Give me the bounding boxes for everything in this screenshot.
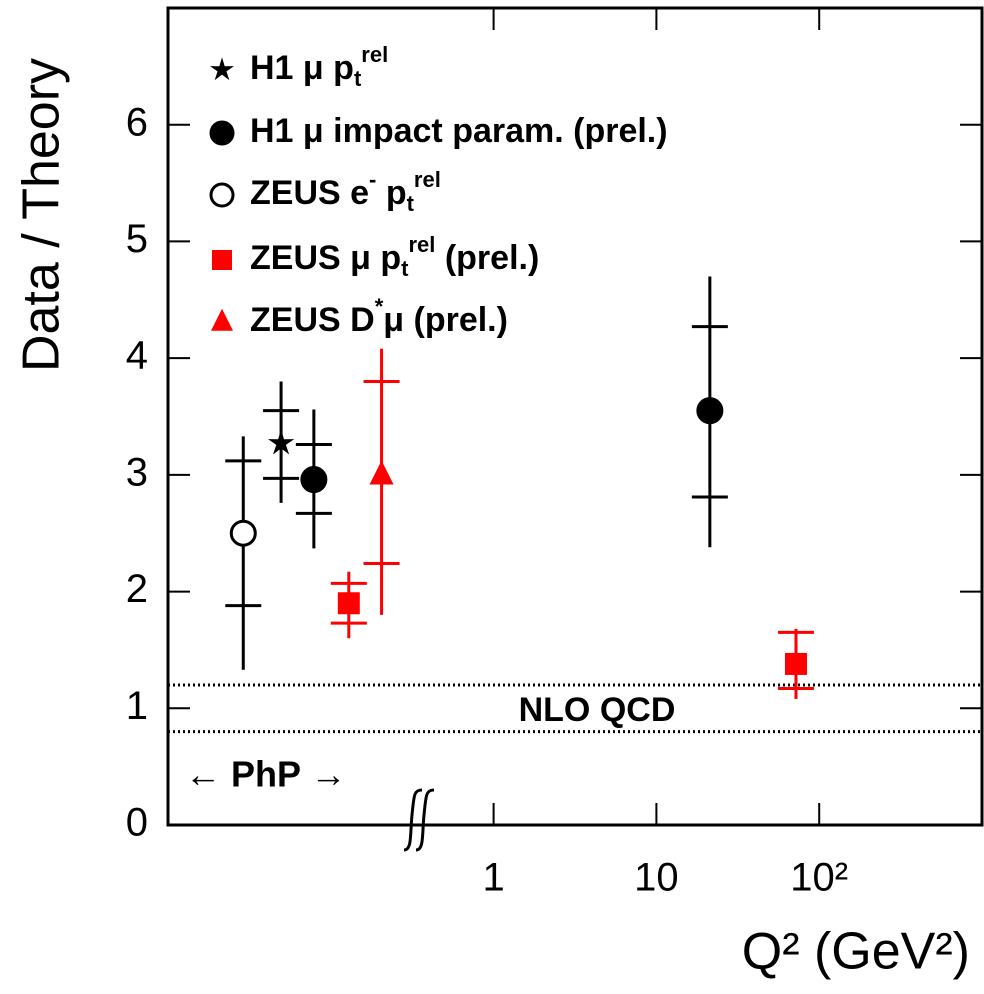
legend-label-part: ZEUS D bbox=[250, 301, 375, 339]
legend-label-part: ZEUS e bbox=[250, 174, 369, 212]
marker bbox=[369, 460, 394, 485]
legend-label-part: t bbox=[354, 66, 362, 91]
marker bbox=[212, 250, 232, 270]
legend-label-part: ZEUS μ p bbox=[250, 239, 401, 277]
y-axis-label: Data / Theory bbox=[13, 58, 71, 372]
marker bbox=[211, 308, 233, 331]
legend-label: H1 μ ptrel bbox=[250, 42, 388, 91]
legend-label-part: t bbox=[401, 256, 409, 281]
x-axis-label: Q² (GeV²) bbox=[742, 923, 970, 981]
marker bbox=[268, 429, 295, 455]
legend-label-part: H1 μ p bbox=[250, 49, 354, 87]
y-tick-label: 2 bbox=[126, 567, 148, 611]
y-tick-label: 4 bbox=[126, 334, 148, 378]
marker bbox=[784, 652, 807, 675]
y-tick-label: 3 bbox=[126, 450, 148, 494]
y-tick-label: 5 bbox=[126, 217, 148, 261]
x-tick-label: 1 bbox=[482, 856, 504, 900]
php-annotation: ← PhP → bbox=[185, 754, 346, 795]
marker bbox=[229, 519, 257, 547]
marker bbox=[300, 466, 328, 494]
legend-label: ZEUS μ ptrel (prel.) bbox=[250, 232, 539, 281]
legend-label-part: * bbox=[375, 294, 384, 319]
marker bbox=[209, 182, 235, 208]
plot-frame bbox=[166, 6, 984, 827]
y-tick-label: 6 bbox=[126, 100, 148, 144]
y-tick-label: 0 bbox=[126, 801, 148, 845]
legend-label-part: H1 μ impact param. (prel.) bbox=[250, 112, 668, 150]
legend-label-part: - bbox=[369, 167, 376, 192]
marker bbox=[337, 592, 360, 615]
legend-label: ZEUS D*μ (prel.) bbox=[250, 294, 508, 339]
legend-label-part: rel bbox=[414, 167, 441, 192]
marker bbox=[696, 397, 724, 425]
legend-label-part: (prel.) bbox=[435, 239, 539, 277]
legend-label-part: p bbox=[376, 174, 406, 212]
y-tick-label: 1 bbox=[126, 684, 148, 728]
legend-label-part: rel bbox=[408, 232, 435, 257]
axis-break bbox=[403, 788, 435, 852]
marker bbox=[209, 120, 235, 146]
legend-label-part: rel bbox=[361, 42, 388, 67]
legend-label-part: t bbox=[407, 191, 415, 216]
band-label: NLO QCD bbox=[519, 691, 676, 729]
x-tick-label: 10 bbox=[634, 856, 679, 900]
x-tick-label: 10² bbox=[790, 856, 848, 900]
marker bbox=[210, 57, 234, 81]
legend-label: ZEUS e- ptrel bbox=[250, 167, 441, 216]
legend-label-part: μ (prel.) bbox=[383, 301, 508, 339]
legend-label: H1 μ impact param. (prel.) bbox=[250, 112, 668, 150]
